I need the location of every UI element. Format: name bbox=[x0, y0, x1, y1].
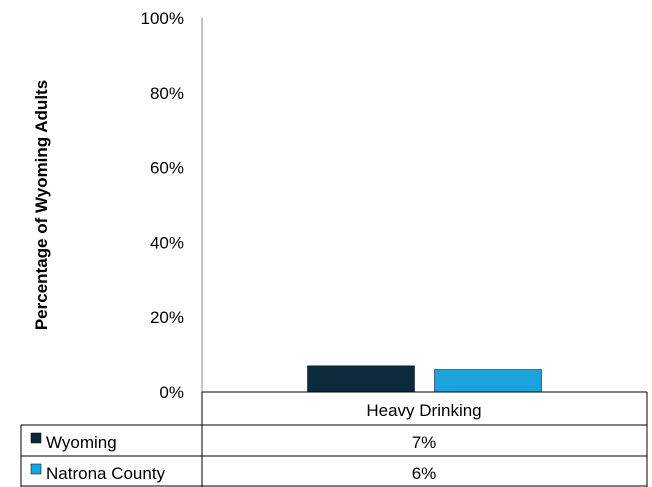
data-table bbox=[20, 391, 648, 487]
table-value-natrona-county: 6% bbox=[412, 464, 437, 483]
y-tick-label: 0% bbox=[159, 383, 184, 402]
y-tick-label: 80% bbox=[150, 84, 184, 103]
legend-label-natrona-county: Natrona County bbox=[46, 464, 166, 483]
table-value-wyoming: 7% bbox=[412, 433, 437, 452]
y-tick-label: 100% bbox=[141, 9, 184, 28]
legend-swatch-natrona-county bbox=[30, 463, 42, 475]
bar-natrona-county bbox=[434, 369, 542, 393]
legend-label-wyoming: Wyoming bbox=[46, 433, 117, 452]
bar-wyoming bbox=[307, 365, 415, 393]
y-tick-labels: 0% 20% 40% 60% 80% 100% bbox=[141, 9, 184, 402]
y-tick-label: 40% bbox=[150, 233, 184, 252]
y-axis-label: Percentage of Wyoming Adults bbox=[32, 80, 51, 330]
category-label: Heavy Drinking bbox=[366, 401, 481, 420]
y-tick-label: 20% bbox=[150, 308, 184, 327]
y-tick-label: 60% bbox=[150, 159, 184, 178]
bars bbox=[307, 365, 542, 393]
legend-swatch-wyoming bbox=[30, 432, 42, 444]
